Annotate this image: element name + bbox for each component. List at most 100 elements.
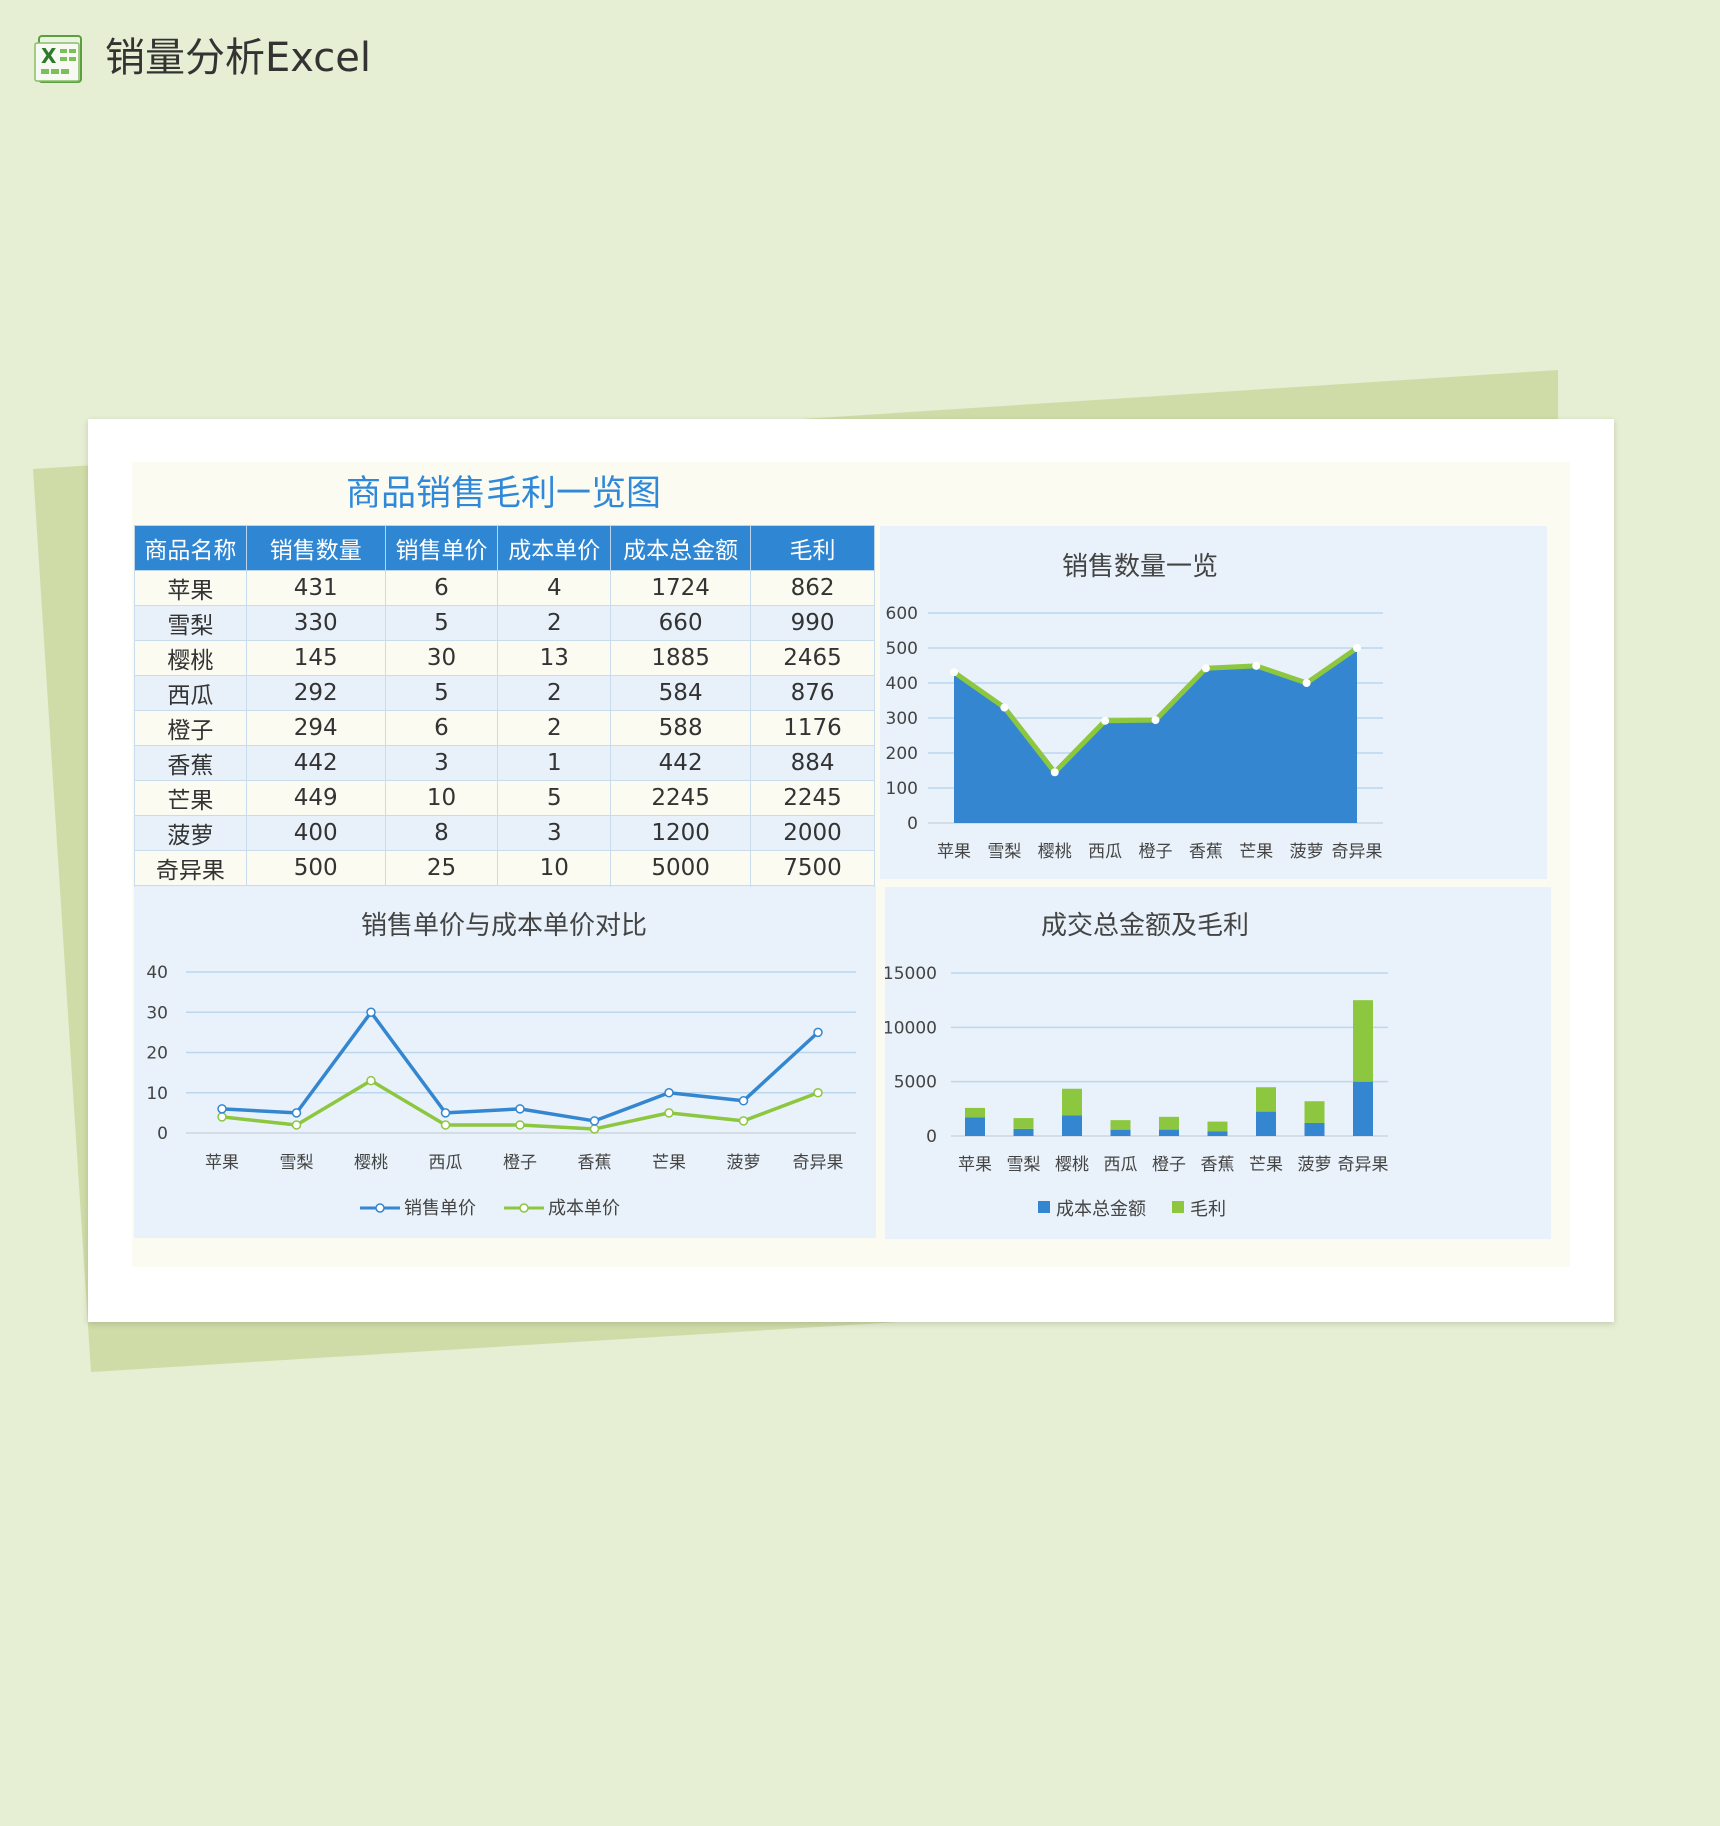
data-point — [217, 1112, 227, 1122]
price-comparison-chart: 销售单价与成本单价对比 0 10 20 30 40 苹果 雪梨 樱桃 西瓜 橙子 香蕉 芒果 菠萝 奇异果销… — [134, 887, 876, 1238]
table-row: 菠萝 400 8 3 1200 2000 — [134, 815, 875, 851]
table-cell: 菠萝 — [134, 815, 247, 851]
table-cell: 400 — [245, 815, 386, 851]
table-cell: 30 — [384, 640, 499, 676]
x-tick-label: 香蕉 — [1189, 842, 1223, 862]
data-point — [440, 1108, 451, 1118]
table-cell: 苹果 — [134, 570, 247, 606]
bar-segment — [1353, 1000, 1373, 1082]
y-tick-label: 30 — [146, 1003, 168, 1023]
bar-segment — [965, 1117, 985, 1136]
y-tick-label: 600 — [886, 604, 918, 624]
table-cell: 橙子 — [134, 710, 247, 746]
bar-segment — [1159, 1116, 1179, 1130]
table-cell: 3 — [497, 815, 612, 851]
bar-segment — [1207, 1131, 1228, 1136]
x-tick-label: 奇异果 — [1332, 842, 1383, 862]
bar-segment — [1207, 1121, 1228, 1132]
table-cell: 1885 — [610, 640, 752, 676]
table-cell: 奇异果 — [134, 850, 247, 886]
data-point — [589, 1124, 600, 1134]
table-cell: 990 — [750, 605, 875, 641]
data-point — [366, 1075, 376, 1086]
bar-segment — [1062, 1115, 1082, 1136]
y-tick-label: 5000 — [894, 1073, 937, 1093]
table-cell: 2 — [497, 710, 612, 746]
cost-profit-chart: 成交总金额及毛利 0 5000 10000 15000 苹果 雪梨 樱桃 西瓜 橙子 香蕉 芒果 菠萝奇… — [885, 887, 1551, 1239]
x-tick-label: 樱桃 — [354, 1153, 388, 1173]
bar-segment — [1110, 1129, 1131, 1136]
table-cell: 1200 — [610, 815, 752, 851]
data-point — [217, 1104, 227, 1114]
bar-segment — [1353, 1081, 1373, 1136]
data-point — [1201, 664, 1210, 673]
table-cell: 1 — [497, 745, 612, 781]
chart-title: 销售数量一览 — [1062, 552, 1218, 582]
table-cell: 588 — [610, 710, 752, 746]
data-point — [664, 1088, 674, 1098]
x-tick-label: 橙子 — [1139, 842, 1173, 862]
y-tick-label: 400 — [886, 674, 918, 694]
column-header: 销售数量 — [245, 525, 386, 571]
x-tick-label: 苹果 — [958, 1155, 992, 1175]
svg-text:X: X — [41, 44, 57, 68]
table-cell: 5 — [497, 780, 612, 816]
table-cell: 8 — [384, 815, 499, 851]
table-cell: 5000 — [610, 850, 752, 886]
legend-point-marker — [375, 1203, 385, 1213]
bar-segment — [1062, 1088, 1082, 1116]
sheet-title: 商品销售毛利一览图 — [345, 474, 661, 514]
table-cell: 431 — [245, 570, 386, 606]
data-point — [515, 1120, 525, 1130]
data-point — [291, 1120, 302, 1130]
y-tick-label: 10 — [146, 1084, 168, 1104]
y-tick-label: 20 — [146, 1044, 168, 1064]
y-tick-label: 40 — [146, 963, 168, 983]
table-cell: 2245 — [610, 780, 752, 816]
sales-table: 商品名称 销售数量 销售单价 成本单价 成本总金额 毛利 苹果 431 6 4 1724 862 雪梨… — [133, 525, 875, 921]
table-cell: 884 — [750, 745, 875, 781]
bar-segment — [1304, 1122, 1325, 1136]
data-point — [291, 1108, 302, 1118]
bar-segment — [1013, 1128, 1034, 1136]
data-point — [1101, 716, 1110, 725]
table-cell: 10 — [497, 850, 612, 886]
x-tick-label: 橙子 — [503, 1153, 537, 1173]
bar-segment — [1159, 1129, 1179, 1136]
table-cell: 292 — [245, 675, 386, 711]
data-point — [366, 1007, 376, 1017]
table-cell: 7500 — [750, 850, 875, 886]
table-row: 雪梨 330 5 2 660 990 — [134, 605, 875, 641]
table-cell: 6 — [384, 710, 499, 746]
table-row: 芒果 449 10 5 2245 2245 — [134, 780, 875, 816]
table-cell: 2 — [497, 675, 612, 711]
x-tick-label: 芒果 — [652, 1153, 686, 1173]
chart-title: 销售单价与成本单价对比 — [361, 911, 647, 941]
x-tick-label: 苹果 — [937, 842, 971, 862]
table-cell: 500 — [245, 850, 386, 886]
table-cell: 584 — [610, 675, 752, 711]
x-tick-label: 雪梨 — [280, 1153, 314, 1173]
x-tick-label: 奇异果 — [793, 1153, 844, 1173]
table-cell: 330 — [245, 605, 386, 641]
legend-label: 销售单价 — [404, 1198, 476, 1219]
table-cell: 香蕉 — [134, 745, 247, 781]
y-tick-label: 0 — [926, 1127, 937, 1147]
x-tick-label: 西瓜 — [429, 1153, 463, 1173]
table-cell: 雪梨 — [134, 605, 247, 641]
data-point — [664, 1108, 674, 1118]
bar-segment — [1110, 1120, 1131, 1130]
data-point — [813, 1088, 823, 1098]
table-cell: 芒果 — [134, 780, 247, 816]
x-tick-label: 香蕉 — [578, 1153, 612, 1173]
table-cell: 5 — [384, 605, 499, 641]
legend-swatch — [1038, 1201, 1050, 1213]
table-cell: 442 — [610, 745, 752, 781]
table-cell: 25 — [384, 850, 499, 886]
table-cell: 660 — [610, 605, 752, 641]
table-cell: 862 — [750, 570, 875, 606]
table-cell: 6 — [384, 570, 499, 606]
legend-label: 成本单价 — [548, 1198, 620, 1219]
table-row: 樱桃 145 30 13 1885 2465 — [134, 640, 875, 676]
x-tick-label: 芒果 — [1239, 842, 1273, 862]
